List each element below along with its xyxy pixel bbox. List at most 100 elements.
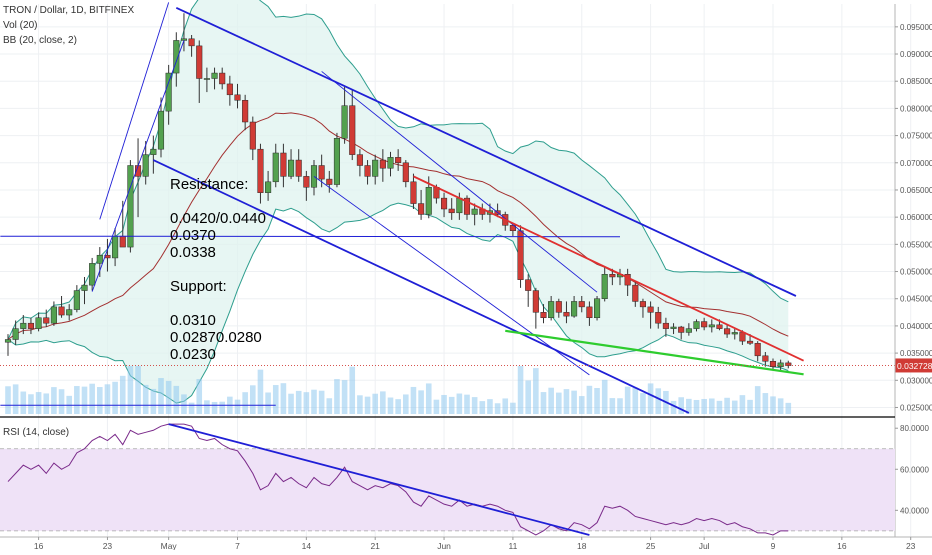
candle-body bbox=[586, 306, 593, 319]
volume-bar bbox=[250, 385, 256, 414]
candle-body bbox=[532, 290, 539, 313]
volume-bar bbox=[318, 390, 325, 414]
candle-body bbox=[188, 38, 195, 47]
volume-bar bbox=[418, 390, 424, 414]
volume-bar bbox=[158, 378, 164, 414]
candle-body bbox=[280, 152, 287, 177]
volume-bar bbox=[502, 398, 509, 414]
candle-body bbox=[762, 355, 769, 362]
volume-bar bbox=[326, 398, 333, 414]
y-tick-label: 0.025000 bbox=[900, 403, 932, 412]
candle-body bbox=[165, 72, 172, 112]
volume-bar bbox=[219, 401, 225, 414]
volume-bar bbox=[601, 379, 608, 414]
note-line: 0.0420/0.0440 bbox=[170, 210, 266, 227]
candle-body bbox=[662, 322, 669, 329]
rsi-line bbox=[7, 423, 789, 536]
volume-bar bbox=[640, 393, 646, 414]
candle-body bbox=[12, 328, 19, 340]
volume-bar bbox=[104, 384, 111, 414]
volume-bar bbox=[89, 383, 95, 414]
note-line: 0.02870.0280 bbox=[170, 329, 262, 346]
volume-bar bbox=[471, 397, 478, 414]
note-line: 0.0338 bbox=[170, 244, 216, 261]
candle-body bbox=[265, 181, 272, 193]
volume-bar bbox=[165, 380, 172, 414]
note-line: Support: bbox=[170, 278, 227, 295]
candle-body bbox=[50, 306, 57, 324]
candle-body bbox=[632, 284, 639, 302]
volume-bar bbox=[35, 392, 42, 414]
candle-body bbox=[372, 159, 379, 177]
x-tick-label: 23 bbox=[103, 541, 113, 550]
volume-bar bbox=[334, 379, 340, 414]
volume-bar bbox=[181, 394, 187, 414]
volume-bar bbox=[777, 398, 784, 414]
volume-bar bbox=[425, 383, 432, 414]
candle-body bbox=[708, 324, 715, 328]
candle-body bbox=[693, 321, 700, 329]
y-tick-label: 0.030000 bbox=[900, 376, 932, 385]
inner-channel-lower bbox=[313, 176, 590, 376]
candle-body bbox=[540, 312, 547, 319]
candle-body bbox=[739, 332, 746, 342]
volume-bar bbox=[403, 394, 409, 414]
volume-bar bbox=[387, 397, 394, 414]
volume-bar bbox=[586, 385, 593, 414]
volume-bar bbox=[295, 390, 302, 414]
candle-body bbox=[731, 332, 738, 335]
volume-bar bbox=[357, 395, 363, 414]
volume-bar bbox=[540, 392, 547, 414]
volume-bar bbox=[97, 387, 103, 414]
candle-body bbox=[211, 72, 218, 79]
y-tick-label: 0.090000 bbox=[900, 50, 932, 59]
candle-body bbox=[66, 309, 73, 316]
volume-bar bbox=[211, 401, 218, 414]
candle-body bbox=[295, 159, 302, 177]
volume-bar bbox=[609, 398, 616, 414]
volume-bar bbox=[578, 396, 585, 414]
volume-bar bbox=[487, 399, 493, 414]
volume-bar bbox=[785, 402, 792, 414]
candle-body bbox=[601, 274, 608, 299]
candle-body bbox=[395, 157, 402, 164]
candle-body bbox=[150, 148, 157, 155]
x-tick-label: 23 bbox=[906, 541, 916, 550]
volume-bar bbox=[204, 400, 210, 414]
volume-bar bbox=[709, 398, 715, 414]
rsi-tick-label: 60.0000 bbox=[900, 465, 929, 474]
candle-body bbox=[203, 78, 210, 80]
candle-body bbox=[456, 197, 463, 214]
candle-body bbox=[594, 298, 601, 319]
candle-body bbox=[578, 301, 585, 308]
volume-bar bbox=[479, 401, 486, 414]
candle-body bbox=[35, 317, 42, 329]
rsi-legend: RSI (14, close) bbox=[3, 427, 70, 438]
candle-body bbox=[318, 165, 325, 180]
last-price-label: 0.032728 bbox=[897, 361, 932, 371]
volume-bar bbox=[272, 385, 279, 414]
rsi-tick-label: 40.0000 bbox=[900, 506, 929, 515]
candle-body bbox=[196, 45, 203, 79]
x-tick-label: 14 bbox=[302, 541, 312, 550]
candle-body bbox=[119, 235, 126, 248]
volume-bar bbox=[410, 386, 417, 414]
volume-bar bbox=[81, 386, 88, 414]
candle-body bbox=[418, 203, 425, 215]
volume-bar bbox=[395, 399, 401, 414]
x-tick-label: 11 bbox=[508, 541, 517, 550]
volume-bar bbox=[510, 402, 516, 414]
candle-body bbox=[685, 328, 692, 333]
candle-body bbox=[257, 148, 264, 193]
candle-body bbox=[180, 38, 187, 41]
candle-body bbox=[448, 208, 455, 214]
volume-legend: Vol (20) bbox=[3, 20, 38, 31]
candle-body bbox=[747, 340, 754, 344]
candle-body bbox=[517, 230, 524, 280]
volume-bar bbox=[311, 389, 317, 414]
y-tick-label: 0.075000 bbox=[900, 132, 932, 141]
candle-body bbox=[4, 339, 12, 343]
volume-bar bbox=[150, 388, 157, 414]
